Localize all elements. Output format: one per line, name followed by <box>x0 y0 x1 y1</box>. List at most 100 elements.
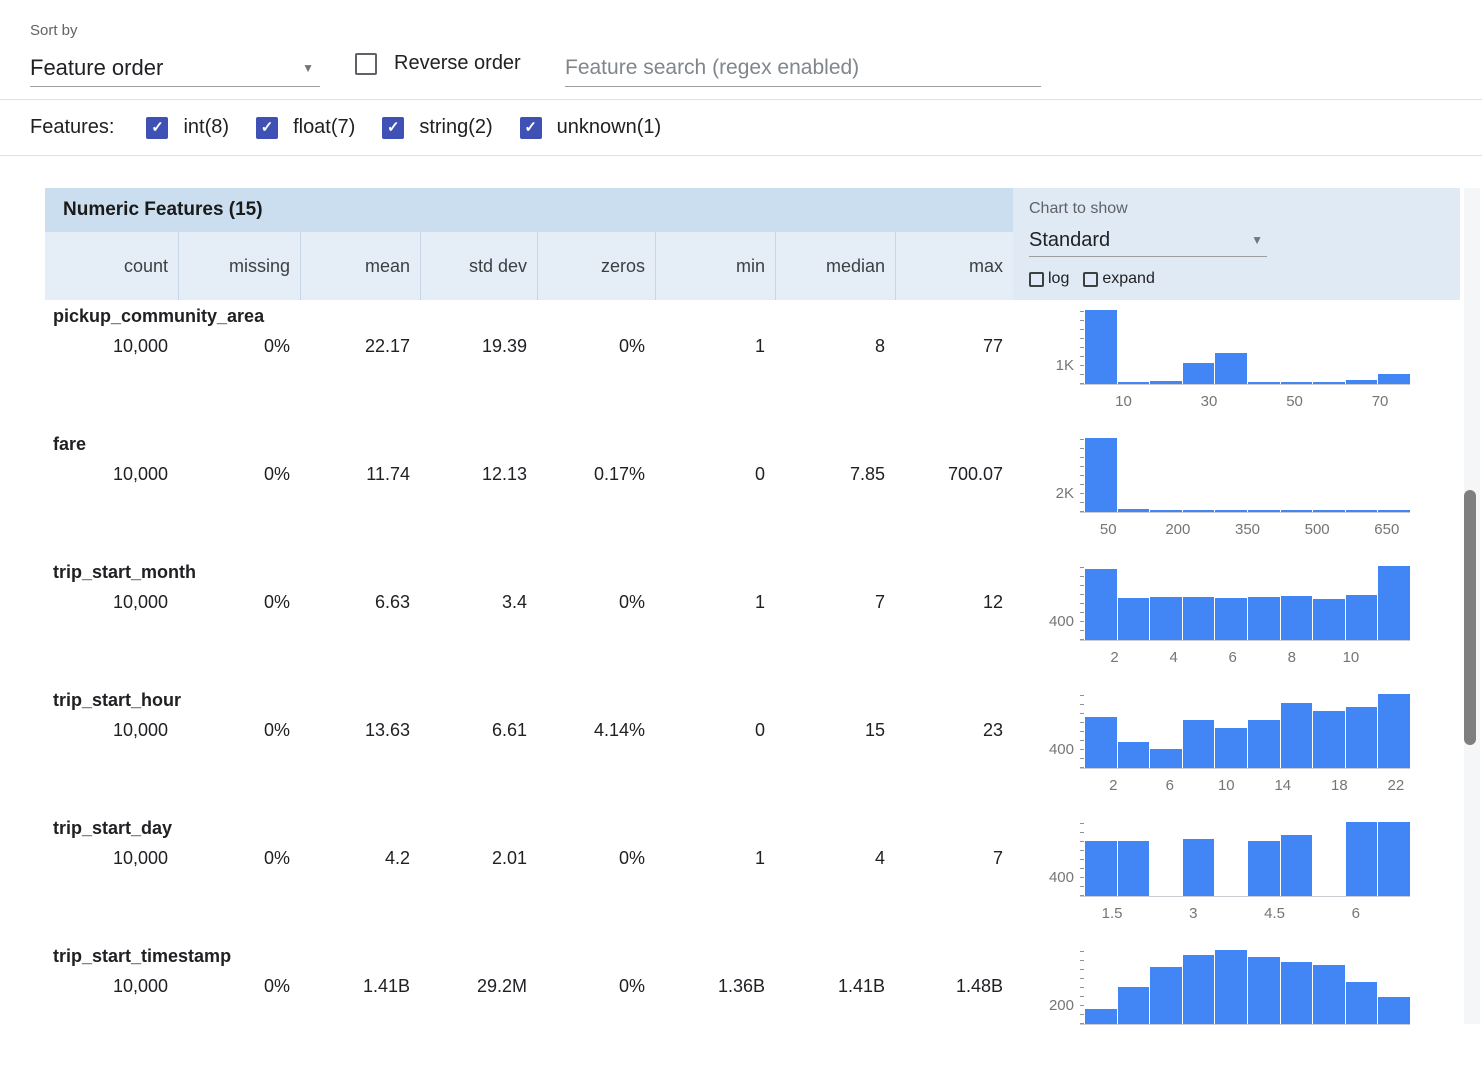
feature-row: fare 10,000 0% 11.74 12.13 0.17% 0 7.85 700.07 2K… <box>45 428 1460 556</box>
feature-name: trip_start_timestamp <box>53 946 232 966</box>
histogram-bar <box>1085 569 1117 640</box>
feature-name: trip_start_month <box>53 562 197 582</box>
feature-type-checkbox-float[interactable]: float(7) <box>256 116 355 139</box>
histogram-bar <box>1247 720 1280 768</box>
log-checkbox[interactable]: log <box>1029 270 1069 288</box>
scrollbar-thumb[interactable] <box>1464 490 1476 745</box>
feature-stats-row: 10,000 0% 22.17 19.39 0% 1 8 77 <box>45 336 1013 357</box>
histogram-bar <box>1378 566 1410 640</box>
histogram-chart[interactable]: 1K 10 30 50 70 <box>1056 309 1410 424</box>
stat-std-dev: 6.61 <box>491 720 527 740</box>
histogram-chart[interactable]: 2K 50 200 350 500 650 <box>1056 437 1410 552</box>
feature-stats-row: 10,000 0% 4.2 2.01 0% 1 4 7 <box>45 848 1013 869</box>
histogram-bar <box>1085 841 1117 896</box>
y-axis-tick-label: 200 <box>1048 997 1074 1014</box>
chart-type-select[interactable]: Standard ▼ <box>1029 224 1267 257</box>
histogram-plot-area <box>1080 437 1410 513</box>
histogram-bar <box>1345 707 1378 768</box>
x-axis-tick-label: 3 <box>1189 905 1198 922</box>
histogram-bar <box>1345 982 1378 1024</box>
histogram-chart[interactable]: 400 2 6 10 14 18 22 <box>1049 693 1410 808</box>
x-axis-tick-label: 6 <box>1165 777 1174 794</box>
feature-type-checkbox-int[interactable]: int(8) <box>146 116 229 139</box>
feature-type-checkbox-unknown[interactable]: unknown(1) <box>519 116 661 139</box>
column-header-row: count missing mean std dev zeros min med… <box>45 232 1013 300</box>
column-header-count[interactable]: count <box>123 255 168 276</box>
checkbox-unchecked-icon <box>1029 271 1044 287</box>
histogram-bar <box>1313 711 1345 768</box>
histogram-bar <box>1117 742 1150 768</box>
y-axis-tick-label: 400 <box>1048 613 1074 630</box>
histogram-bar <box>1215 950 1247 1024</box>
stat-zeros: 0% <box>618 336 645 356</box>
column-header-zeros[interactable]: zeros <box>537 232 655 300</box>
histogram-bar <box>1313 599 1345 640</box>
histogram-bar <box>1280 382 1313 384</box>
histogram-bar <box>1182 720 1215 768</box>
chart-to-show-label: Chart to show <box>1029 200 1128 217</box>
histogram-bar <box>1150 510 1182 512</box>
x-axis-tick-label: 22 <box>1387 777 1405 794</box>
histogram-chart[interactable]: 400 2 4 6 8 10 <box>1049 565 1410 680</box>
x-axis-tick-label: 350 <box>1234 521 1261 538</box>
stat-max: 7 <box>992 848 1003 868</box>
x-axis-tick-label: 18 <box>1331 777 1348 794</box>
stat-count: 10,000 <box>112 976 168 996</box>
search-input[interactable] <box>565 50 1041 86</box>
column-header-mean[interactable]: mean <box>300 232 420 300</box>
histogram-bar <box>1182 839 1215 896</box>
histogram-bar <box>1378 510 1410 512</box>
feature-row: trip_start_month 10,000 0% 6.63 3.4 0% 1 7 12 400… <box>45 556 1460 684</box>
histogram-bar <box>1313 965 1345 1024</box>
feature-type-checkbox-string[interactable]: string(2) <box>382 116 493 139</box>
histogram-bar <box>1280 510 1313 512</box>
histogram-bar <box>1182 955 1215 1024</box>
reverse-order-label: Reverse order <box>394 52 521 74</box>
column-header-max[interactable]: max <box>895 232 1013 300</box>
divider <box>0 155 1482 156</box>
histogram-bar <box>1085 438 1117 512</box>
stat-min: 1 <box>754 336 765 356</box>
expand-label: expand <box>1102 270 1155 287</box>
expand-checkbox[interactable]: expand <box>1083 270 1155 288</box>
x-axis-tick-label: 50 <box>1099 521 1117 538</box>
sort-by-label: Sort by <box>30 22 78 39</box>
feature-type-label: string(2) <box>419 116 493 138</box>
feature-stats-row: 10,000 0% 11.74 12.13 0.17% 0 7.85 700.07 <box>45 464 1013 485</box>
x-axis-tick-label: 2 <box>1110 649 1119 666</box>
histogram-bar <box>1085 1009 1117 1024</box>
sort-by-select[interactable]: Feature order ▼ <box>30 50 320 87</box>
x-axis-tick-label: 2 <box>1109 777 1118 794</box>
stat-missing: 0% <box>263 464 290 484</box>
x-axis-tick-label: 10 <box>1342 649 1360 666</box>
histogram-bar <box>1085 310 1117 384</box>
histogram-bar <box>1378 374 1410 384</box>
feature-type-label: int(8) <box>183 116 230 138</box>
histogram-bar <box>1345 510 1378 512</box>
x-axis-tick-label: 10 <box>1217 777 1235 794</box>
histogram-plot-area <box>1080 693 1410 769</box>
histogram-chart[interactable]: 200 <box>1049 949 1410 1064</box>
histogram-bar <box>1378 822 1410 896</box>
histogram-bar <box>1313 382 1345 384</box>
histogram-bar <box>1378 997 1410 1024</box>
x-axis-tick-label: 500 <box>1304 521 1330 538</box>
stat-min: 0 <box>754 720 765 740</box>
x-axis-tick-label: 6 <box>1228 649 1237 666</box>
column-header-median[interactable]: median <box>775 232 895 300</box>
checkbox-checked-icon <box>256 116 279 139</box>
histogram-bar <box>1150 967 1182 1024</box>
checkbox-checked-icon <box>519 116 542 139</box>
stat-mean: 1.41B <box>362 976 410 996</box>
histogram-chart[interactable]: 400 1.5 3 4.5 6 <box>1049 821 1410 936</box>
column-header-std-dev[interactable]: std dev <box>420 232 537 300</box>
column-header-missing[interactable]: missing <box>178 232 300 300</box>
stat-count: 10,000 <box>112 464 168 484</box>
stat-median: 4 <box>874 848 885 868</box>
column-header-min[interactable]: min <box>655 232 775 300</box>
reverse-order-checkbox[interactable]: Reverse order <box>355 52 521 75</box>
chart-option-checkboxes: log expand <box>1029 270 1169 288</box>
histogram-plot-area <box>1080 565 1410 641</box>
scrollbar-track[interactable] <box>1464 188 1480 1024</box>
stat-std-dev: 19.39 <box>481 336 527 356</box>
